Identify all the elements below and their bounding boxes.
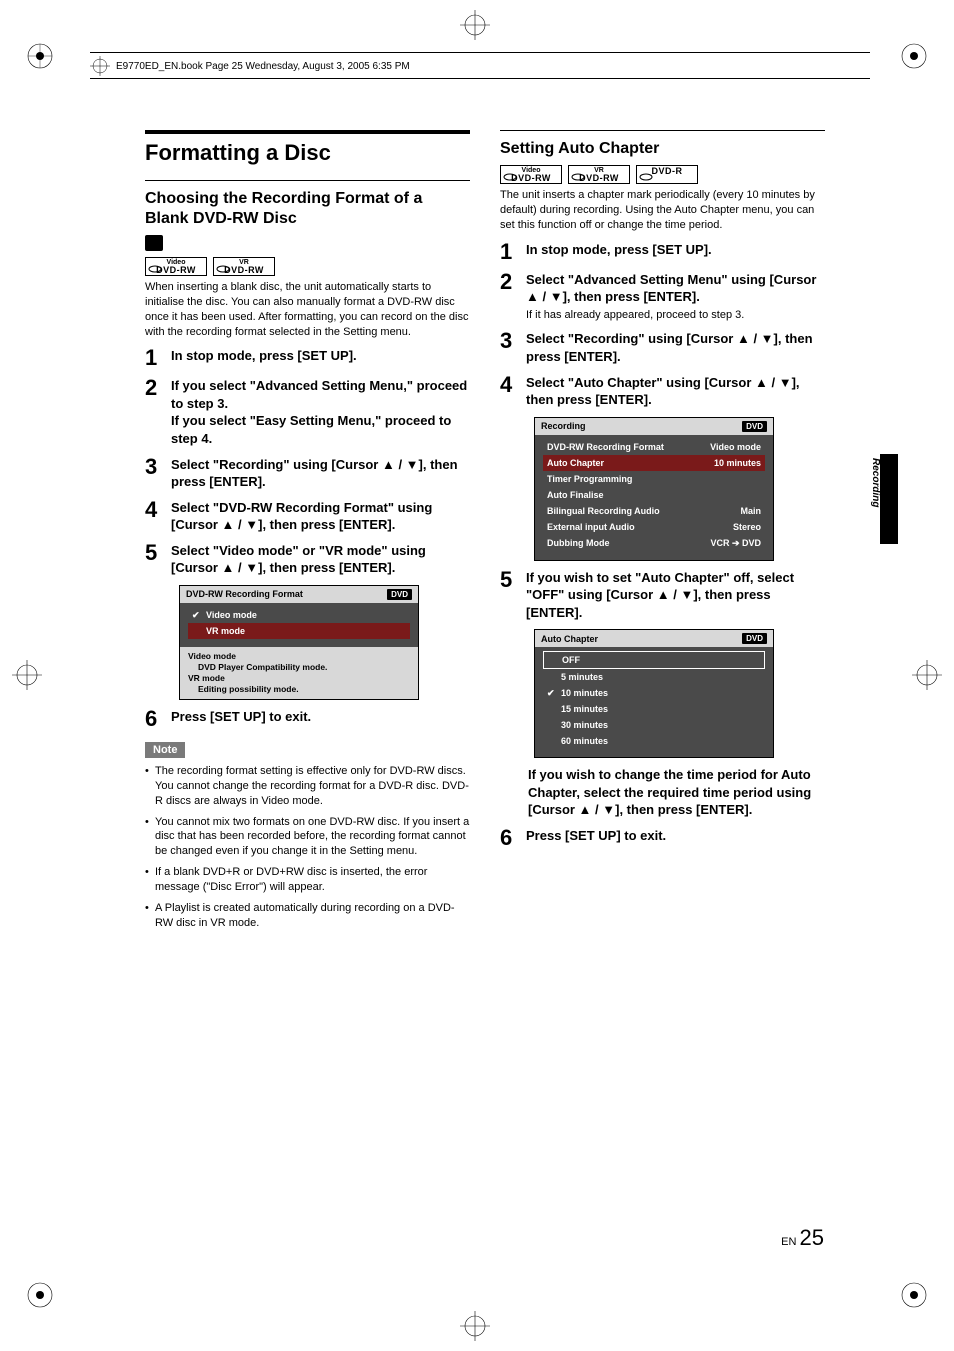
- intro-text: When inserting a blank disc, the unit au…: [145, 280, 470, 339]
- subsection-rule: [145, 180, 470, 181]
- menu-panel-recording-format: DVD-RW Recording Format DVD ✔Video mode …: [179, 585, 419, 700]
- menu-row: OFF: [543, 651, 765, 669]
- disc-badge: VRDVD-RW: [213, 257, 275, 276]
- right-column: Setting Auto Chapter VideoDVD-RW VRDVD-RW…: [500, 130, 825, 936]
- section-rule: [145, 130, 470, 134]
- menu-row: 60 minutes: [543, 733, 765, 749]
- menu-row: ✔Video mode: [188, 607, 410, 623]
- crosshair-icon: [460, 1311, 490, 1341]
- menu-title: DVD-RW Recording Format: [186, 589, 303, 599]
- menu-title: Auto Chapter: [541, 634, 598, 644]
- steps-list: 6Press [SET UP] to exit.: [500, 827, 825, 849]
- disc-badge: VideoDVD-RW: [145, 257, 207, 276]
- dvd-tag: DVD: [742, 421, 767, 432]
- menu-row: 5 minutes: [543, 669, 765, 685]
- step-item: 1In stop mode, press [SET UP].: [500, 241, 825, 263]
- page-content: Formatting a Disc Choosing the Recording…: [145, 130, 825, 936]
- steps-list: 1In stop mode, press [SET UP]. 2Select "A…: [500, 241, 825, 409]
- subsection-title: Setting Auto Chapter: [500, 139, 825, 159]
- regmark-icon: [26, 1281, 54, 1309]
- note-item: The recording format setting is effectiv…: [145, 764, 470, 809]
- hand-icon: [145, 235, 163, 251]
- print-header: E9770ED_EN.book Page 25 Wednesday, Augus…: [90, 56, 410, 76]
- step-item: 6Press [SET UP] to exit.: [145, 708, 470, 730]
- regmark-icon: [26, 42, 54, 70]
- steps-list: 1In stop mode, press [SET UP]. 2If you se…: [145, 347, 470, 576]
- step-item: 3Select "Recording" using [Cursor ▲ / ▼]…: [500, 330, 825, 365]
- note-item: If a blank DVD+R or DVD+RW disc is inser…: [145, 865, 470, 895]
- crosshair-icon: [460, 10, 490, 40]
- crosshair-icon: [12, 660, 42, 690]
- left-column: Formatting a Disc Choosing the Recording…: [145, 130, 470, 936]
- step-item: 2If you select "Advanced Setting Menu," …: [145, 377, 470, 447]
- menu-row: Bilingual Recording AudioMain: [543, 503, 765, 519]
- step-item: 2Select "Advanced Setting Menu" using [C…: [500, 271, 825, 323]
- subsection-rule: [500, 130, 825, 131]
- after-menu-text: If you wish to change the time period fo…: [528, 766, 825, 819]
- menu-row: 15 minutes: [543, 701, 765, 717]
- menu-row: Auto Chapter10 minutes: [543, 455, 765, 471]
- menu-panel-auto-chapter: Auto Chapter DVD OFF5 minutes✔10 minutes…: [534, 629, 774, 758]
- note-item: A Playlist is created automatically duri…: [145, 901, 470, 931]
- disc-badges: VideoDVD-RW VRDVD-RW: [145, 257, 470, 276]
- dvd-tag: DVD: [387, 589, 412, 600]
- section-title: Formatting a Disc: [145, 140, 470, 166]
- step-item: 4Select "Auto Chapter" using [Cursor ▲ /…: [500, 374, 825, 409]
- disc-badge: DVD-R: [636, 165, 698, 184]
- step-item: 1In stop mode, press [SET UP].: [145, 347, 470, 369]
- print-border: [90, 52, 870, 53]
- note-label: Note: [145, 742, 185, 758]
- regmark-icon: [900, 1281, 928, 1309]
- menu-footer: Video modeDVD Player Compatibility mode.…: [180, 647, 418, 699]
- menu-row: ✔10 minutes: [543, 685, 765, 701]
- menu-row: DVD-RW Recording FormatVideo mode: [543, 439, 765, 455]
- dvd-tag: DVD: [742, 633, 767, 644]
- menu-row: Timer Programming: [543, 471, 765, 487]
- step-item: 6Press [SET UP] to exit.: [500, 827, 825, 849]
- regmark-icon: [900, 42, 928, 70]
- step-item: 4Select "DVD-RW Recording Format" using …: [145, 499, 470, 534]
- print-header-text: E9770ED_EN.book Page 25 Wednesday, Augus…: [116, 61, 410, 72]
- steps-list: 6Press [SET UP] to exit.: [145, 708, 470, 730]
- menu-row: Auto Finalise: [543, 487, 765, 503]
- menu-row: External input AudioStereo: [543, 519, 765, 535]
- section-label: Recording: [870, 458, 881, 507]
- steps-list: 5If you wish to set "Auto Chapter" off, …: [500, 569, 825, 622]
- note-item: You cannot mix two formats on one DVD-RW…: [145, 815, 470, 860]
- disc-badge: VideoDVD-RW: [500, 165, 562, 184]
- print-border: [90, 78, 870, 79]
- subsection-title: Choosing the Recording Format of a Blank…: [145, 189, 470, 251]
- disc-badges: VideoDVD-RW VRDVD-RW DVD-R: [500, 165, 825, 184]
- menu-row: 30 minutes: [543, 717, 765, 733]
- page-number: EN 25: [781, 1225, 824, 1251]
- intro-text: The unit inserts a chapter mark periodic…: [500, 188, 825, 233]
- step-item: 5If you wish to set "Auto Chapter" off, …: [500, 569, 825, 622]
- menu-panel-recording: Recording DVD DVD-RW Recording FormatVid…: [534, 417, 774, 561]
- menu-row: Dubbing ModeVCR ➔ DVD: [543, 535, 765, 552]
- crosshair-icon: [912, 660, 942, 690]
- disc-badge: VRDVD-RW: [568, 165, 630, 184]
- step-item: 5Select "Video mode" or "VR mode" using …: [145, 542, 470, 577]
- menu-row: VR mode: [188, 623, 410, 639]
- menu-title: Recording: [541, 421, 586, 431]
- step-item: 3Select "Recording" using [Cursor ▲ / ▼]…: [145, 456, 470, 491]
- notes-list: The recording format setting is effectiv…: [145, 764, 470, 930]
- section-tab: [880, 454, 898, 544]
